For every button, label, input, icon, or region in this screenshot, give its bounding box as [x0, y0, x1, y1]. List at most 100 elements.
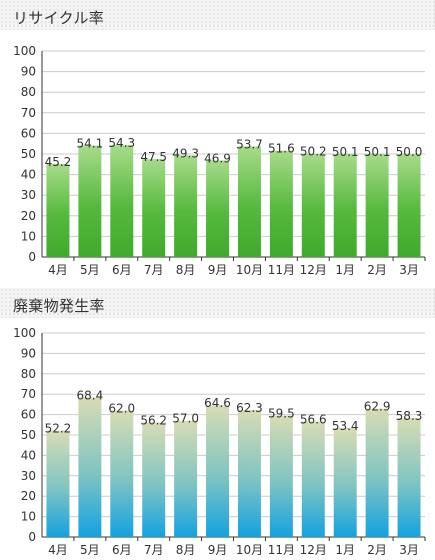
data-label: 56.6: [300, 413, 327, 427]
y-tick-label: 100: [13, 326, 36, 340]
x-tick-label: 10月: [236, 263, 263, 277]
y-tick-label: 20: [21, 209, 36, 223]
data-label: 50.0: [396, 145, 423, 159]
x-tick-label: 3月: [399, 543, 419, 557]
x-tick-label: 3月: [399, 263, 419, 277]
data-label: 62.9: [364, 400, 391, 414]
y-tick-label: 10: [21, 510, 36, 524]
y-tick-label: 70: [21, 387, 36, 401]
x-tick-label: 8月: [176, 263, 196, 277]
data-label: 57.0: [172, 412, 199, 426]
bar: [269, 415, 293, 537]
waste-header: 廃棄物発生率: [0, 288, 435, 318]
waste-chart-title: 廃棄物発生率: [13, 297, 105, 315]
x-tick-label: 2月: [367, 263, 387, 277]
y-tick-label: 30: [21, 469, 36, 483]
x-tick-label: 8月: [176, 543, 196, 557]
data-label: 47.5: [140, 150, 167, 164]
y-tick-label: 70: [21, 106, 36, 120]
data-label: 62.3: [236, 401, 263, 415]
bar: [142, 159, 166, 257]
x-tick-label: 10月: [236, 543, 263, 557]
y-tick-label: 50: [21, 428, 36, 442]
x-tick-label: 7月: [144, 263, 164, 277]
y-tick-label: 40: [21, 448, 36, 462]
bar: [110, 410, 134, 537]
bar: [301, 153, 325, 257]
data-label: 62.0: [108, 402, 135, 416]
bar: [333, 428, 357, 537]
recycling-header: リサイクル率: [0, 0, 435, 30]
bar: [174, 420, 198, 537]
waste-rate-chart: 0 10 20 30 40 50 60 70 80 90 100 52.2 4月 68.4 5月 62.0 6月…: [13, 326, 426, 557]
bar: [46, 163, 70, 257]
bar: [397, 418, 421, 537]
data-label: 59.5: [268, 407, 295, 421]
y-tick-label: 80: [21, 85, 36, 99]
bar: [206, 405, 230, 537]
bar: [206, 160, 230, 257]
x-tick-label: 5月: [80, 543, 100, 557]
data-label: 46.9: [204, 151, 231, 165]
y-tick-label: 10: [21, 229, 36, 243]
bar: [269, 150, 293, 257]
y-tick-label: 30: [21, 188, 36, 202]
x-tick-label: 11月: [268, 263, 295, 277]
data-label: 50.2: [300, 145, 327, 159]
y-tick-label: 20: [21, 489, 36, 503]
data-label: 45.2: [45, 155, 72, 169]
y-tick-label: 0: [28, 530, 36, 544]
bar: [78, 397, 102, 537]
y-tick-label: 0: [28, 250, 36, 264]
x-tick-label: 12月: [300, 263, 327, 277]
x-tick-label: 6月: [112, 543, 132, 557]
y-tick-label: 60: [21, 126, 36, 140]
data-label: 64.6: [204, 396, 231, 410]
data-label: 68.4: [77, 388, 104, 402]
bar: [78, 145, 102, 257]
bar: [174, 155, 198, 257]
bar: [333, 153, 357, 257]
x-tick-label: 7月: [144, 543, 164, 557]
x-tick-label: 1月: [335, 263, 355, 277]
y-tick-label: 50: [21, 147, 36, 161]
x-tick-label: 5月: [80, 263, 100, 277]
bar: [142, 422, 166, 537]
y-tick-label: 80: [21, 367, 36, 381]
x-tick-label: 12月: [300, 543, 327, 557]
data-label: 51.6: [268, 142, 295, 156]
recycling-chart-title: リサイクル率: [13, 9, 105, 27]
bar: [397, 154, 421, 257]
bar: [365, 153, 389, 257]
bar: [237, 409, 261, 537]
y-tick-label: 90: [21, 65, 36, 79]
x-tick-label: 11月: [268, 543, 295, 557]
y-tick-label: 90: [21, 346, 36, 360]
data-label: 53.4: [332, 419, 359, 433]
bar: [237, 146, 261, 257]
bar: [110, 145, 134, 257]
data-label: 52.2: [45, 422, 72, 436]
data-label: 49.3: [172, 146, 199, 160]
bar: [365, 408, 389, 537]
data-label: 53.7: [236, 137, 263, 151]
x-tick-label: 4月: [48, 263, 68, 277]
x-tick-label: 4月: [48, 543, 68, 557]
data-label: 58.3: [396, 409, 423, 423]
data-label: 50.1: [364, 145, 391, 159]
y-tick-label: 60: [21, 408, 36, 422]
bar: [301, 421, 325, 537]
data-label: 54.3: [108, 136, 135, 150]
data-label: 50.1: [332, 145, 359, 159]
data-label: 56.2: [140, 413, 167, 427]
y-tick-label: 100: [13, 44, 36, 58]
recycling-rate-chart: 0 10 20 30 40 50 60 70 80 90 100 45.2 4月 54.1 5月 54.3 6月…: [13, 44, 426, 277]
x-tick-label: 6月: [112, 263, 132, 277]
bar: [46, 430, 70, 537]
x-tick-label: 9月: [208, 263, 228, 277]
x-tick-label: 9月: [208, 543, 228, 557]
x-tick-label: 2月: [367, 543, 387, 557]
data-label: 54.1: [77, 137, 104, 151]
x-tick-label: 1月: [335, 543, 355, 557]
y-tick-label: 40: [21, 168, 36, 182]
